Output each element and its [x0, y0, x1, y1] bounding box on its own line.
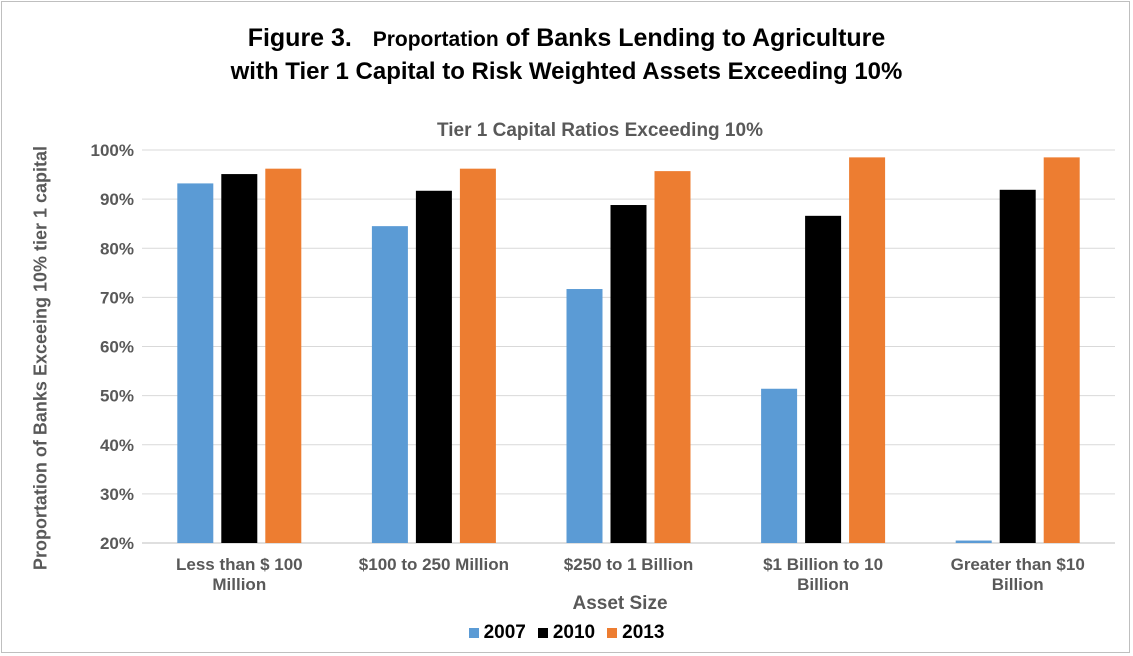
legend-item-2010: 2010 [537, 622, 596, 644]
bar-2013 [459, 168, 496, 544]
legend-swatch [468, 628, 479, 638]
x-tick-label: Billion [797, 575, 849, 594]
y-tick-label: 60% [100, 338, 134, 357]
bar-2013 [265, 168, 302, 544]
y-tick-label: 70% [100, 288, 134, 307]
bar-2007 [955, 540, 992, 543]
bar-2013 [849, 157, 886, 543]
x-tick-label: Greater than $10 [951, 555, 1085, 574]
y-tick-label: 80% [100, 239, 134, 258]
y-tick-label: 30% [100, 485, 134, 504]
x-axis-label: Asset Size [572, 593, 668, 614]
x-tick-label: $250 to 1 Billion [564, 555, 693, 574]
x-tick-label: Million [212, 575, 266, 594]
legend-swatch [607, 628, 618, 638]
y-tick-label: 50% [100, 387, 134, 406]
bar-2010 [610, 205, 647, 543]
figure-title-line1: Figure 3. Proportation of Banks Lending … [0, 22, 1133, 56]
legend-swatch [537, 628, 548, 638]
bar-2007 [761, 388, 798, 543]
bar-2010 [805, 215, 842, 543]
x-tick-label: Less than $ 100 [176, 555, 303, 574]
bar-2013 [654, 171, 691, 543]
legend-item-2007: 2007 [468, 622, 526, 644]
bar-2010 [221, 174, 258, 544]
bar-2010 [415, 190, 452, 543]
figure-title-rest: of Banks Lending to Agriculture [498, 24, 886, 52]
chart-title: Tier 1 Capital Ratios Exceeding 10% [437, 120, 763, 141]
bar-2007 [371, 226, 408, 544]
x-tick-label: $100 to 250 Million [359, 555, 509, 574]
bar-2010 [999, 189, 1036, 543]
legend-label: 2007 [483, 622, 526, 643]
y-tick-label: 20% [100, 534, 134, 553]
legend-label: 2013 [622, 622, 665, 643]
y-tick-label: 100% [91, 141, 134, 160]
x-tick-label: $1 Billion to 10 [763, 555, 883, 574]
figure-title-word: Proportation [372, 28, 499, 51]
y-tick-label: 90% [100, 190, 134, 209]
figure-title: Figure 3. Proportation of Banks Lending … [0, 22, 1133, 88]
legend-item-2013: 2013 [607, 622, 664, 644]
legend: 2007 2010 2013 [0, 622, 1133, 644]
bar-2007 [566, 289, 603, 543]
x-tick-label: Billion [992, 575, 1044, 594]
y-tick-label: 40% [100, 436, 134, 455]
figure-number: Figure 3. [247, 24, 373, 52]
bar-2007 [177, 183, 214, 543]
figure-title-line2: with Tier 1 Capital to Risk Weighted Ass… [230, 58, 903, 85]
bar-2013 [1043, 157, 1080, 543]
legend-label: 2010 [552, 622, 596, 643]
